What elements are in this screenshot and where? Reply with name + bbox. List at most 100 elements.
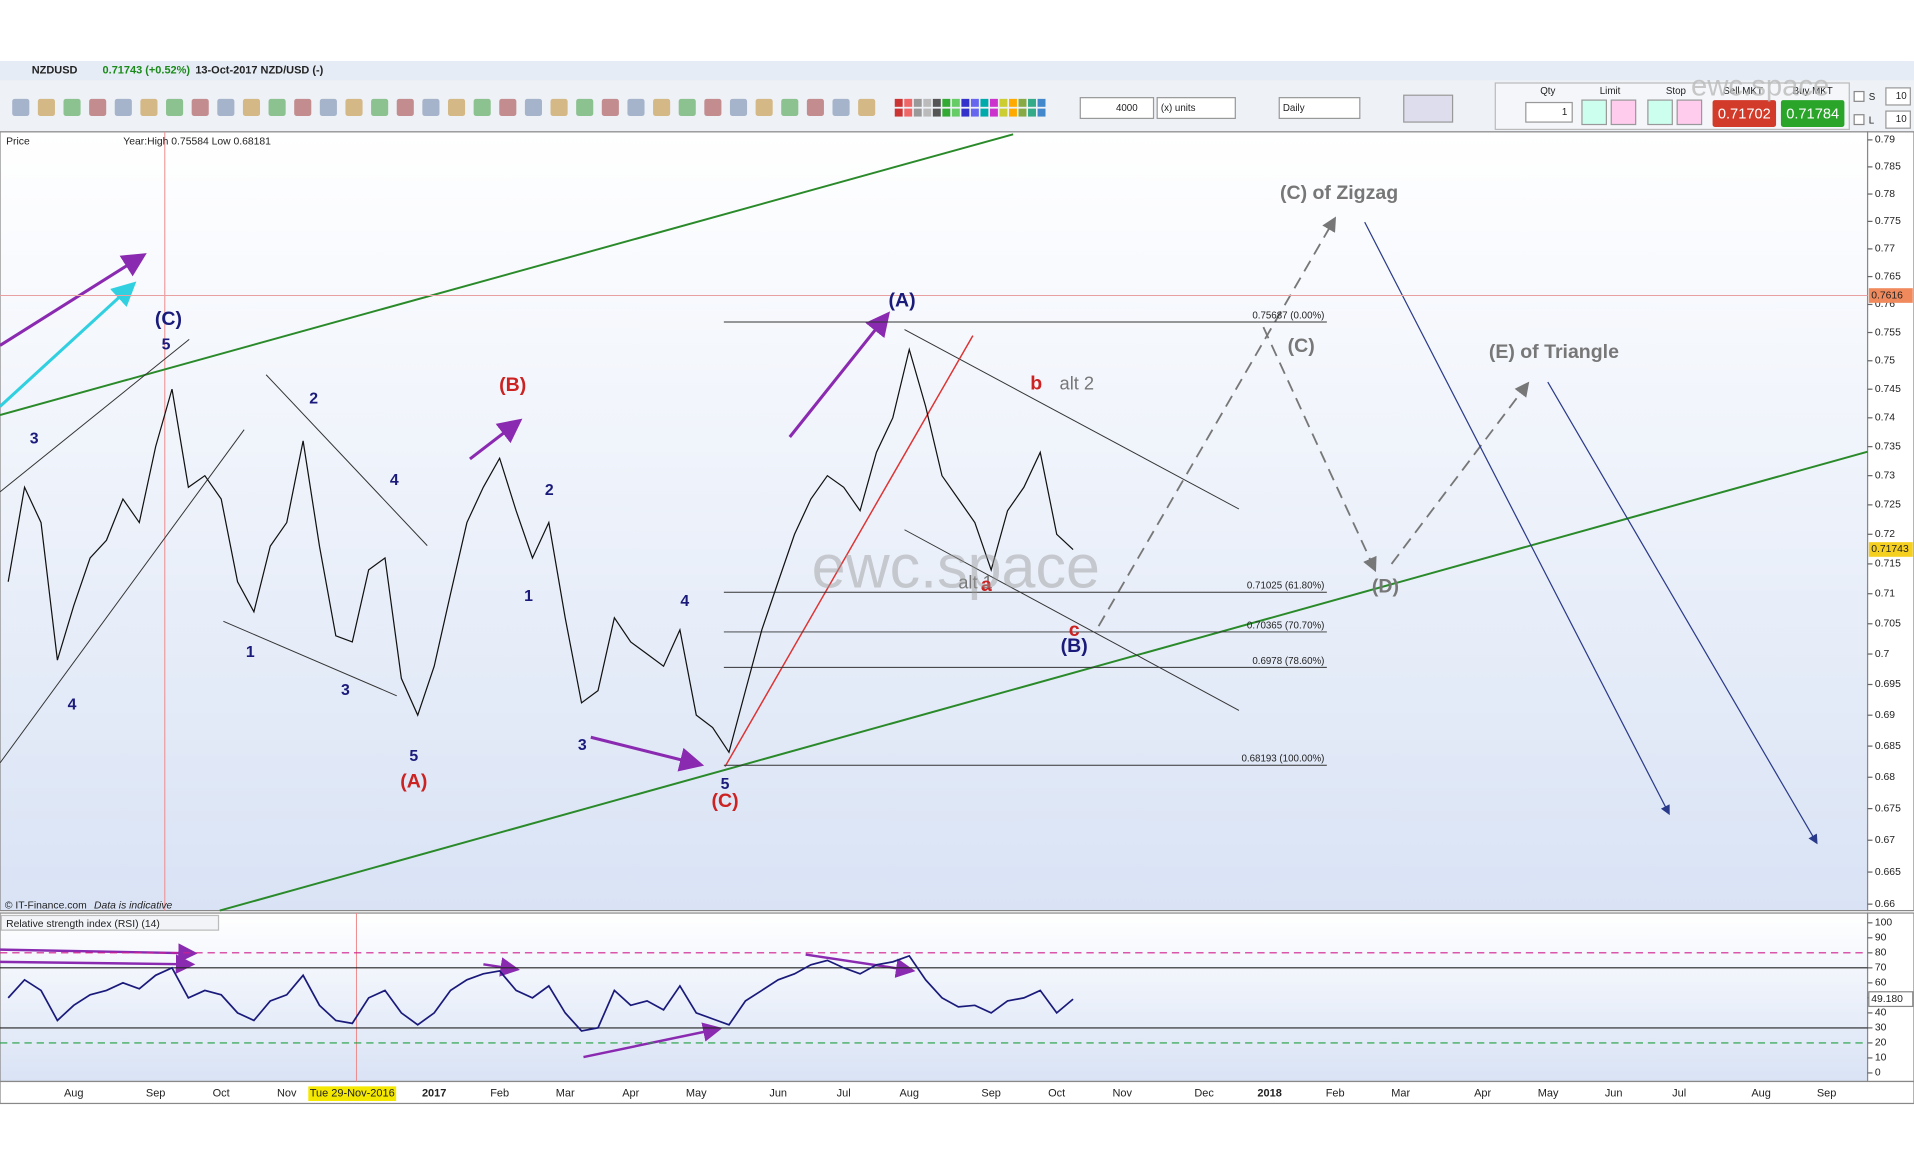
tool-icon[interactable] bbox=[524, 98, 542, 116]
tool-icon[interactable] bbox=[114, 98, 132, 116]
price-marker bbox=[1868, 542, 1913, 557]
tool-icon[interactable] bbox=[576, 98, 594, 116]
tool-icon[interactable] bbox=[422, 98, 440, 116]
x-tick-label: Aug bbox=[64, 1088, 84, 1100]
color-swatch[interactable] bbox=[923, 108, 932, 117]
tool-icon[interactable] bbox=[140, 98, 158, 116]
color-swatch[interactable] bbox=[989, 98, 998, 107]
color-swatch[interactable] bbox=[999, 108, 1008, 117]
tool-icon[interactable] bbox=[832, 98, 850, 116]
tool-icon[interactable] bbox=[268, 98, 286, 116]
tool-icon[interactable] bbox=[627, 98, 645, 116]
color-swatch[interactable] bbox=[989, 108, 998, 117]
color-swatch[interactable] bbox=[942, 108, 951, 117]
qty-input[interactable] bbox=[1525, 101, 1573, 123]
tool-icon[interactable] bbox=[89, 98, 107, 116]
y-tick-label: 90 bbox=[1875, 933, 1887, 944]
tool-icon[interactable] bbox=[217, 98, 235, 116]
tool-icon[interactable] bbox=[396, 98, 414, 116]
y-tick-label: 0.68 bbox=[1875, 772, 1895, 783]
tool-icon[interactable] bbox=[12, 98, 30, 116]
symbol[interactable]: NZDUSD bbox=[32, 65, 78, 77]
color-swatch[interactable] bbox=[1008, 108, 1017, 117]
tool-icon[interactable] bbox=[704, 98, 722, 116]
y-tick-label: 0.76 bbox=[1875, 299, 1895, 310]
color-swatch[interactable] bbox=[1018, 108, 1027, 117]
tool-icon[interactable] bbox=[755, 98, 773, 116]
color-swatch[interactable] bbox=[961, 98, 970, 107]
s-checkbox[interactable] bbox=[1853, 90, 1865, 102]
tool-icon[interactable] bbox=[858, 98, 876, 116]
color-swatch[interactable] bbox=[932, 98, 941, 107]
wave-label: (A) bbox=[400, 771, 427, 793]
tool-icon[interactable] bbox=[550, 98, 568, 116]
limit-button[interactable] bbox=[1581, 99, 1607, 126]
tool-icon[interactable] bbox=[294, 98, 312, 116]
color-swatch[interactable] bbox=[894, 108, 903, 117]
x-tick-label: Aug bbox=[1751, 1088, 1771, 1100]
color-swatch[interactable] bbox=[1018, 98, 1027, 107]
color-swatch[interactable] bbox=[1028, 98, 1036, 107]
color-swatch[interactable] bbox=[904, 98, 913, 107]
stop-button[interactable] bbox=[1676, 99, 1703, 126]
s-input[interactable] bbox=[1885, 87, 1911, 106]
color-swatch[interactable] bbox=[961, 108, 970, 117]
stop-button[interactable] bbox=[1647, 99, 1673, 126]
y-tick-label: 0.705 bbox=[1875, 619, 1901, 630]
color-swatch[interactable] bbox=[980, 108, 989, 117]
y-tick-label: 0.73 bbox=[1875, 470, 1895, 481]
l-checkbox[interactable] bbox=[1853, 114, 1865, 126]
units-dropdown[interactable] bbox=[1156, 97, 1236, 120]
tool-icon[interactable] bbox=[806, 98, 824, 116]
projection bbox=[1547, 381, 1818, 845]
limit-button[interactable] bbox=[1610, 99, 1637, 126]
color-swatch[interactable] bbox=[951, 108, 960, 117]
wave-label: 3 bbox=[341, 682, 350, 699]
drawings bbox=[0, 133, 1868, 1059]
buy-button[interactable] bbox=[1780, 100, 1845, 127]
tool-icon[interactable] bbox=[729, 98, 748, 116]
color-swatch[interactable] bbox=[923, 98, 932, 107]
tool-icon[interactable] bbox=[37, 98, 55, 116]
color-swatch[interactable] bbox=[942, 98, 951, 107]
color-swatch[interactable] bbox=[1037, 108, 1046, 117]
color-swatch[interactable] bbox=[913, 98, 922, 107]
stop-label: Stop bbox=[1666, 86, 1687, 97]
tool-icon[interactable] bbox=[166, 98, 184, 116]
tool-icon[interactable] bbox=[191, 98, 209, 116]
y-tick-label: 60 bbox=[1875, 978, 1887, 989]
tool-icon[interactable] bbox=[601, 98, 619, 116]
color-swatch[interactable] bbox=[1028, 108, 1036, 117]
color-swatch[interactable] bbox=[970, 108, 979, 117]
tool-icon[interactable] bbox=[678, 98, 696, 116]
price-marker bbox=[1868, 288, 1913, 303]
color-swatch[interactable] bbox=[932, 108, 941, 117]
tool-icon[interactable] bbox=[473, 98, 491, 116]
color-swatch[interactable] bbox=[951, 98, 960, 107]
tool-icon[interactable] bbox=[447, 98, 466, 116]
tool-icon[interactable] bbox=[781, 98, 799, 116]
color-swatch[interactable] bbox=[1037, 98, 1046, 107]
tool-icon[interactable] bbox=[653, 98, 671, 116]
color-swatch[interactable] bbox=[999, 98, 1008, 107]
tool-icon[interactable] bbox=[345, 98, 363, 116]
tool-icon[interactable] bbox=[499, 98, 517, 116]
color-swatch[interactable] bbox=[1008, 98, 1017, 107]
tool-icon[interactable] bbox=[371, 98, 389, 116]
color-swatch[interactable] bbox=[904, 108, 913, 117]
color-swatch[interactable] bbox=[980, 98, 989, 107]
color-swatch[interactable] bbox=[894, 98, 903, 107]
color-swatch[interactable] bbox=[913, 108, 922, 117]
units-input[interactable] bbox=[1079, 97, 1155, 120]
color-swatch[interactable] bbox=[970, 98, 979, 107]
chart-type-button[interactable] bbox=[1403, 94, 1454, 123]
l-input[interactable] bbox=[1885, 110, 1911, 129]
y-tick-label: 0.75 bbox=[1875, 355, 1895, 366]
period-dropdown[interactable] bbox=[1278, 97, 1361, 120]
tool-icon[interactable] bbox=[63, 98, 81, 116]
sell-button[interactable] bbox=[1712, 100, 1777, 127]
tool-icon[interactable] bbox=[242, 98, 261, 116]
x-tick-label: Jun bbox=[769, 1088, 787, 1100]
tool-icon[interactable] bbox=[319, 98, 337, 116]
